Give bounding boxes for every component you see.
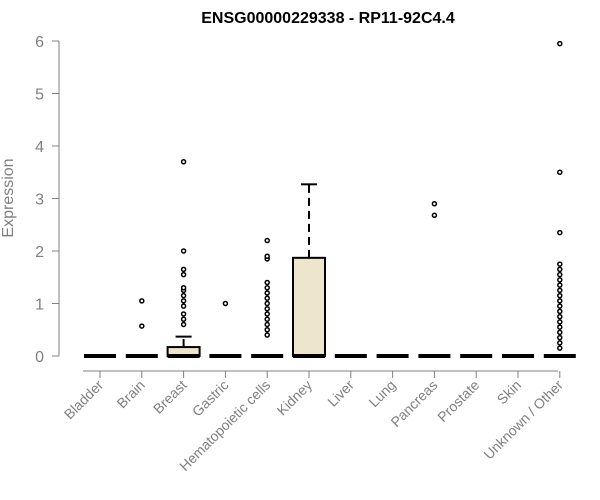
outlier-point	[264, 311, 270, 317]
outlier-point	[557, 308, 563, 315]
outlier-point	[222, 300, 229, 307]
x-tick-label: Lung	[365, 377, 398, 410]
box-group	[125, 298, 158, 358]
outlier-point	[180, 266, 187, 273]
outlier-point	[180, 248, 187, 254]
x-tick-label: Bladder	[61, 377, 107, 423]
y-axis-ticks: 0 1 2 3 4 5 6	[35, 34, 59, 366]
outlier-point	[557, 271, 563, 278]
outlier-point	[180, 311, 187, 317]
y-tick-label: 5	[35, 87, 44, 104]
box-group	[292, 183, 326, 358]
outlier-point	[557, 266, 563, 273]
outlier-point	[180, 285, 187, 291]
outlier-point	[557, 40, 563, 47]
outlier-point	[557, 169, 563, 175]
box-group	[251, 237, 284, 358]
box-group	[166, 159, 201, 358]
outlier-point	[180, 292, 187, 299]
outlier-point	[264, 300, 270, 307]
outlier-point	[557, 277, 563, 283]
outlier-point	[264, 295, 270, 301]
outlier-point	[264, 253, 270, 259]
outlier-point	[557, 334, 563, 341]
outlier-point	[264, 285, 270, 291]
x-tick-label: Liver	[324, 377, 357, 410]
box-iqr	[292, 256, 326, 358]
outlier-point	[557, 345, 563, 351]
outlier-point	[139, 298, 145, 304]
outlier-point	[264, 332, 270, 338]
outlier-point	[139, 323, 145, 329]
y-tick-label: 6	[35, 34, 44, 51]
outlier-point	[264, 237, 270, 244]
x-tick-label: Skin	[494, 377, 525, 408]
outlier-point	[431, 212, 438, 219]
outlier-point	[180, 298, 187, 304]
box-group	[209, 300, 242, 358]
chart-title: ENSG00000229338 - RP11-92C4.4	[201, 10, 455, 27]
y-axis-label: Expression	[0, 158, 17, 237]
outlier-point	[180, 303, 187, 309]
y-tick-label: 2	[35, 244, 44, 261]
outlier-point	[557, 298, 563, 304]
outlier-point	[557, 261, 563, 267]
x-tick-label: Breast	[150, 377, 190, 417]
y-tick-label: 1	[35, 297, 44, 314]
outlier-point	[264, 321, 270, 328]
outlier-point	[557, 319, 563, 325]
outlier-point	[264, 316, 270, 322]
y-tick-label: 4	[35, 139, 44, 156]
outlier-point	[264, 290, 270, 296]
box-series	[84, 40, 576, 358]
outlier-point	[557, 282, 563, 288]
outlier-point	[557, 324, 563, 330]
outlier-point	[557, 340, 563, 346]
outlier-point	[180, 321, 187, 328]
outlier-point	[180, 159, 187, 165]
outlier-point	[264, 327, 270, 333]
outlier-point	[264, 306, 270, 312]
x-tick-label: Unknown / Other	[480, 377, 566, 463]
box-group	[418, 201, 451, 358]
x-tick-label: Kidney	[274, 377, 316, 419]
y-tick-label: 0	[35, 349, 44, 366]
box-group	[543, 40, 576, 358]
outlier-point	[264, 279, 270, 286]
y-tick-label: 3	[35, 192, 44, 209]
outlier-point	[557, 292, 563, 299]
outlier-point	[431, 201, 438, 207]
outlier-point	[180, 271, 187, 278]
outlier-point	[180, 316, 187, 322]
outlier-point	[557, 303, 563, 309]
outlier-point	[557, 287, 563, 294]
outlier-point	[557, 329, 563, 336]
x-tick-label: Brain	[113, 377, 147, 411]
x-tick-label: Prostate	[434, 377, 482, 425]
outlier-point	[557, 229, 563, 236]
outlier-point	[557, 313, 563, 320]
